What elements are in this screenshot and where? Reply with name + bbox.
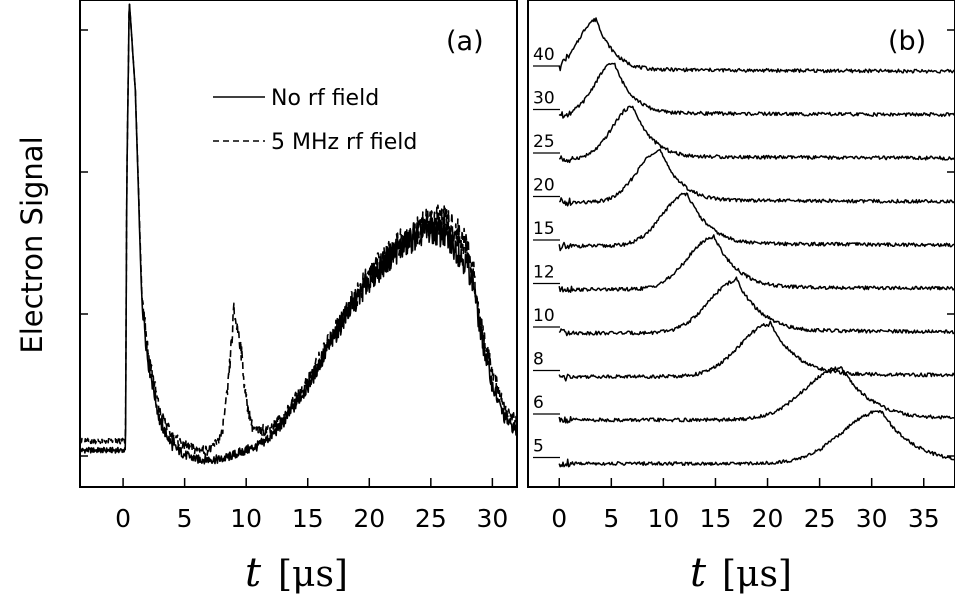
trace-8 — [558, 320, 955, 382]
panel-a-xlabel-symbol: t — [245, 550, 262, 596]
trace-12 — [558, 234, 955, 293]
trace-30 — [558, 62, 955, 119]
panel-a-xtick-label: 5 — [177, 504, 193, 533]
panel-b-xlabel-symbol: t — [690, 550, 707, 596]
trace-15 — [558, 192, 955, 252]
panel-b-xtick-label: 10 — [647, 504, 679, 533]
offset-label-30: 30 — [533, 89, 555, 109]
trace-10 — [558, 276, 955, 337]
panel-a-tick-labels: 0 5 10 15 20 25 30 — [115, 504, 508, 533]
series-rf-field — [79, 3, 518, 456]
panel-a-xtick-label: 10 — [230, 504, 262, 533]
panel-a-xtick-label: 20 — [353, 504, 385, 533]
panel-b-ticks — [558, 29, 955, 487]
trace-5 — [558, 410, 955, 468]
offset-label-10: 10 — [533, 306, 555, 326]
panel-b-offset-labels: 40 30 25 20 15 12 10 8 6 5 — [533, 45, 560, 459]
panel-a-xtick-label: 30 — [476, 504, 508, 533]
legend-label-rf: 5 MHz rf field — [271, 130, 417, 155]
offset-label-5: 5 — [533, 437, 544, 457]
panel-b-xlabel: t [μs] — [690, 550, 792, 596]
panel-b-label: (b) — [888, 26, 926, 57]
legend: No rf field 5 MHz rf field — [213, 86, 417, 155]
panel-a-label: (a) — [446, 26, 484, 57]
trace-20 — [559, 148, 955, 207]
trace-6 — [558, 366, 955, 424]
legend-label-no-rf: No rf field — [271, 86, 379, 111]
panel-a-xtick-label: 25 — [415, 504, 447, 533]
offset-label-15: 15 — [533, 219, 555, 239]
panel-a-xlabel-unit: [μs] — [278, 554, 348, 595]
panel-a-xtick-label: 15 — [292, 504, 324, 533]
panel-a-frame — [79, 0, 518, 488]
panel-b: 0 5 10 15 20 25 30 35 40 30 25 20 15 12 10 8 6 5 (b) t [… — [527, 0, 955, 596]
panel-b-xtick-label: 5 — [603, 504, 619, 533]
panel-b-xtick-label: 20 — [752, 504, 784, 533]
panel-a-xtick-label: 0 — [115, 504, 131, 533]
panel-b-xtick-label: 0 — [551, 504, 567, 533]
offset-label-20: 20 — [533, 176, 555, 196]
y-axis-label: Electron Signal — [15, 136, 49, 353]
offset-label-8: 8 — [533, 350, 544, 370]
trace-25 — [558, 105, 955, 164]
panel-b-frame — [527, 0, 955, 488]
offset-label-6: 6 — [533, 393, 544, 413]
offset-label-12: 12 — [533, 263, 555, 283]
panel-b-tick-labels: 0 5 10 15 20 25 30 35 — [551, 504, 939, 533]
offset-label-25: 25 — [533, 132, 555, 152]
panel-b-xtick-label: 15 — [700, 504, 732, 533]
panel-b-traces — [558, 17, 955, 468]
panel-b-xtick-label: 30 — [856, 504, 888, 533]
panel-b-xtick-label: 35 — [908, 504, 940, 533]
panel-a-xlabel: t [μs] — [245, 550, 348, 596]
panel-b-xtick-label: 25 — [804, 504, 836, 533]
panel-b-xlabel-unit: [μs] — [722, 554, 792, 595]
trace-40 — [558, 17, 955, 74]
panel-a-ticks — [80, 29, 494, 487]
panel-a: 0 5 10 15 20 25 30 (a) No rf field 5 MHz rf fi… — [79, 0, 518, 596]
panel-a-traces — [79, 3, 518, 465]
offset-label-40: 40 — [533, 45, 555, 65]
